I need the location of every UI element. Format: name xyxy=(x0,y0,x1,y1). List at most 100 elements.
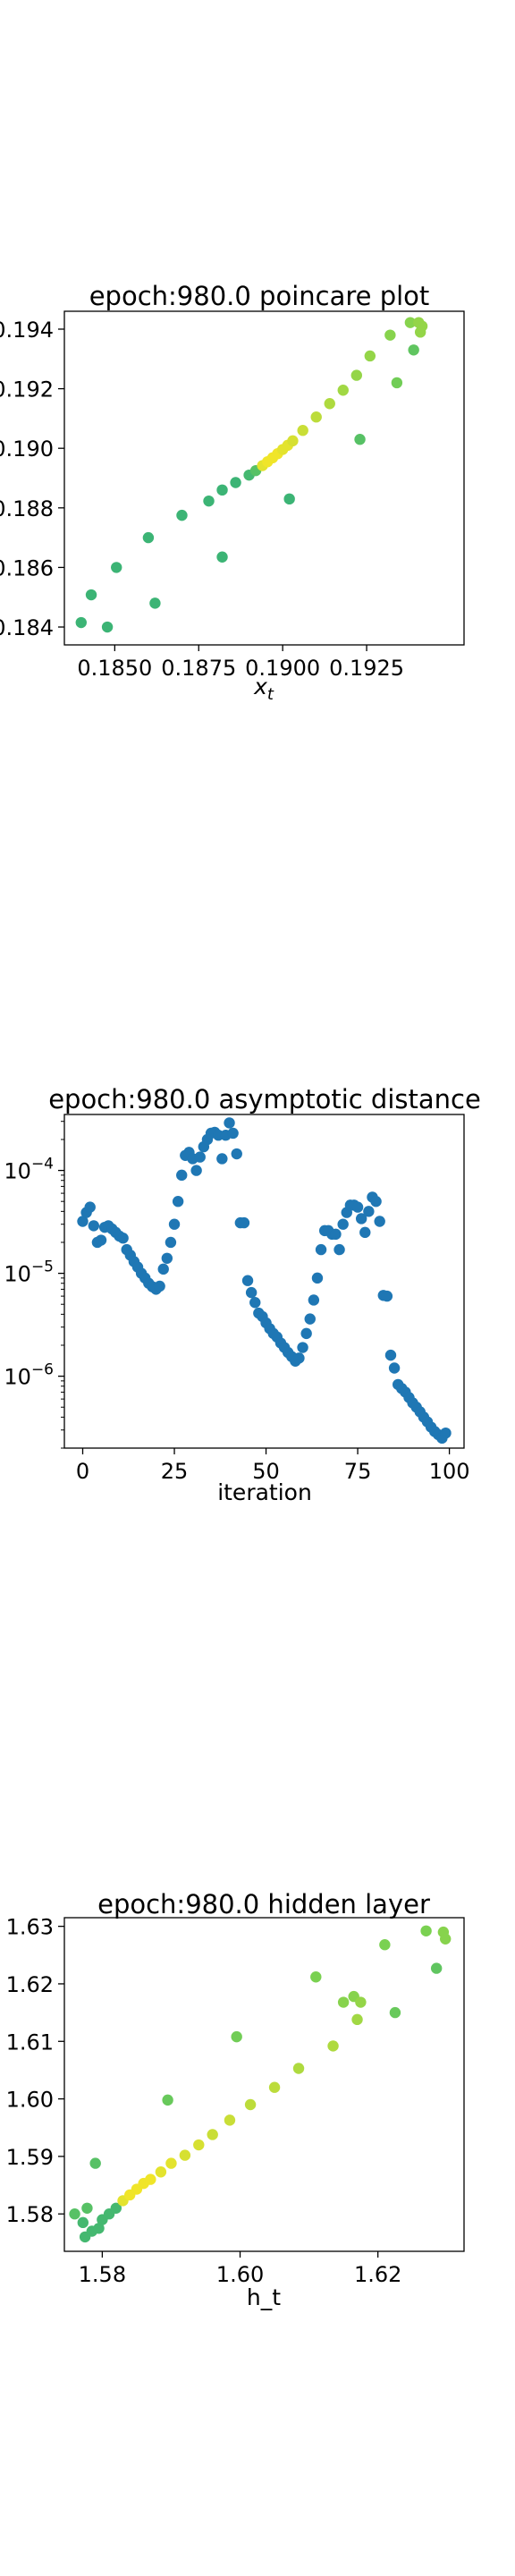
data-point xyxy=(351,369,362,380)
data-point xyxy=(165,2157,176,2168)
chart-title: epoch:980.0 hidden layer xyxy=(97,1889,430,1919)
y-tick-label: 1.61 xyxy=(6,2029,54,2055)
x-tick-label: 25 xyxy=(161,1459,189,1484)
data-point xyxy=(245,2099,256,2110)
axes-frame xyxy=(64,311,464,645)
data-point xyxy=(382,1291,393,1301)
data-point xyxy=(165,1237,176,1248)
data-point xyxy=(158,1264,169,1275)
y-tick-label: 0.192 xyxy=(0,377,54,402)
data-point xyxy=(227,1128,238,1139)
x-tick-label: 0 xyxy=(76,1459,89,1484)
data-point xyxy=(195,1151,206,1162)
data-point xyxy=(145,2174,156,2184)
data-point xyxy=(300,1328,311,1339)
data-point xyxy=(359,1227,370,1238)
data-point xyxy=(305,1313,316,1324)
data-point xyxy=(207,2129,217,2140)
data-point xyxy=(239,1217,249,1228)
data-point xyxy=(297,425,308,436)
x-tick-label: 75 xyxy=(344,1459,372,1484)
data-point xyxy=(86,589,97,600)
data-point xyxy=(316,1244,326,1255)
data-point xyxy=(297,1342,308,1352)
y-tick-label: 1.63 xyxy=(6,1915,54,1940)
x-tick-label: 0.1875 xyxy=(161,656,236,681)
data-point xyxy=(351,2014,362,2025)
y-tick-label: 0.188 xyxy=(0,496,54,521)
data-point xyxy=(408,344,418,355)
poincare-plot-chart: epoch:980.0 poincare plot 0.1850 0.1875 0.… xyxy=(0,281,464,704)
data-point xyxy=(69,2208,80,2219)
data-point xyxy=(173,1196,183,1207)
data-point xyxy=(78,2217,89,2228)
data-point xyxy=(232,1148,242,1159)
data-point xyxy=(149,597,160,608)
data-point xyxy=(180,2149,190,2160)
data-point xyxy=(310,1971,321,1982)
data-point xyxy=(330,1229,341,1240)
data-point xyxy=(102,622,113,632)
data-point xyxy=(311,411,322,422)
y-tick-label: 1.60 xyxy=(6,2088,54,2113)
data-point xyxy=(203,496,214,506)
y-tick-label: 1.58 xyxy=(6,2202,54,2227)
data-point xyxy=(154,1281,165,1292)
data-point xyxy=(81,2203,92,2214)
x-tick-label: 1.58 xyxy=(79,2262,126,2287)
data-point xyxy=(417,320,427,331)
x-tick-label: 0.1925 xyxy=(329,656,404,681)
plot-area: 1.58 1.60 1.62 1.58 1.59 1.60 1.61 1.62 1.63 xyxy=(6,1915,464,2287)
plot-area: 0.1850 0.1875 0.1900 0.1925 0.184 0.186 0.188 0… xyxy=(0,311,464,681)
x-axis-label: h_t xyxy=(247,2284,281,2310)
data-point xyxy=(293,1352,304,1363)
data-point xyxy=(224,2114,235,2125)
y-tick-label: 0.194 xyxy=(0,318,54,343)
data-point xyxy=(370,1196,381,1207)
data-point xyxy=(287,436,298,446)
asymptotic-distance-chart: epoch:980.0 asymptotic distance 0 25 50 75 1… xyxy=(4,1084,480,1505)
data-point xyxy=(85,1201,96,1212)
y-tick-label: 1.62 xyxy=(6,1972,54,1997)
y-tick-label: 0.184 xyxy=(0,615,54,640)
data-point xyxy=(440,1428,451,1438)
plot-area: 0 25 50 75 100 10−6 10−5 10−4 xyxy=(4,1114,469,1484)
data-point xyxy=(176,510,187,521)
data-point xyxy=(308,1294,319,1305)
data-point xyxy=(216,552,227,563)
data-point xyxy=(392,377,402,388)
data-point xyxy=(420,1926,431,1936)
data-point xyxy=(162,1253,173,1264)
data-point xyxy=(283,494,294,504)
data-point xyxy=(365,351,376,361)
y-tick-label: 10−6 xyxy=(4,1361,54,1390)
data-point xyxy=(337,1219,348,1230)
data-point xyxy=(384,329,395,340)
data-point xyxy=(216,1153,227,1164)
data-point xyxy=(249,1297,260,1308)
data-point xyxy=(374,1216,384,1226)
data-point xyxy=(242,1275,253,1286)
data-point xyxy=(431,1962,442,1973)
data-point xyxy=(246,1287,257,1298)
data-point xyxy=(327,2040,338,2051)
data-point xyxy=(312,1273,323,1284)
y-tick-label: 1.59 xyxy=(6,2145,54,2170)
data-point xyxy=(338,385,349,395)
chart-title: epoch:980.0 poincare plot xyxy=(89,281,430,311)
data-point xyxy=(379,1939,390,1950)
x-tick-label: 1.62 xyxy=(354,2262,401,2287)
data-point xyxy=(176,1170,187,1181)
chart-title: epoch:980.0 asymptotic distance xyxy=(48,1084,481,1114)
data-point xyxy=(325,398,335,409)
x-tick-label: 100 xyxy=(429,1459,470,1484)
data-point xyxy=(440,1934,451,1945)
y-tick-label: 0.186 xyxy=(0,555,54,580)
data-point xyxy=(190,1165,201,1175)
data-point xyxy=(143,532,154,543)
data-point xyxy=(389,1362,400,1373)
y-tick-label: 10−4 xyxy=(4,1156,54,1184)
data-point xyxy=(89,2157,100,2168)
data-point xyxy=(390,2007,401,2018)
